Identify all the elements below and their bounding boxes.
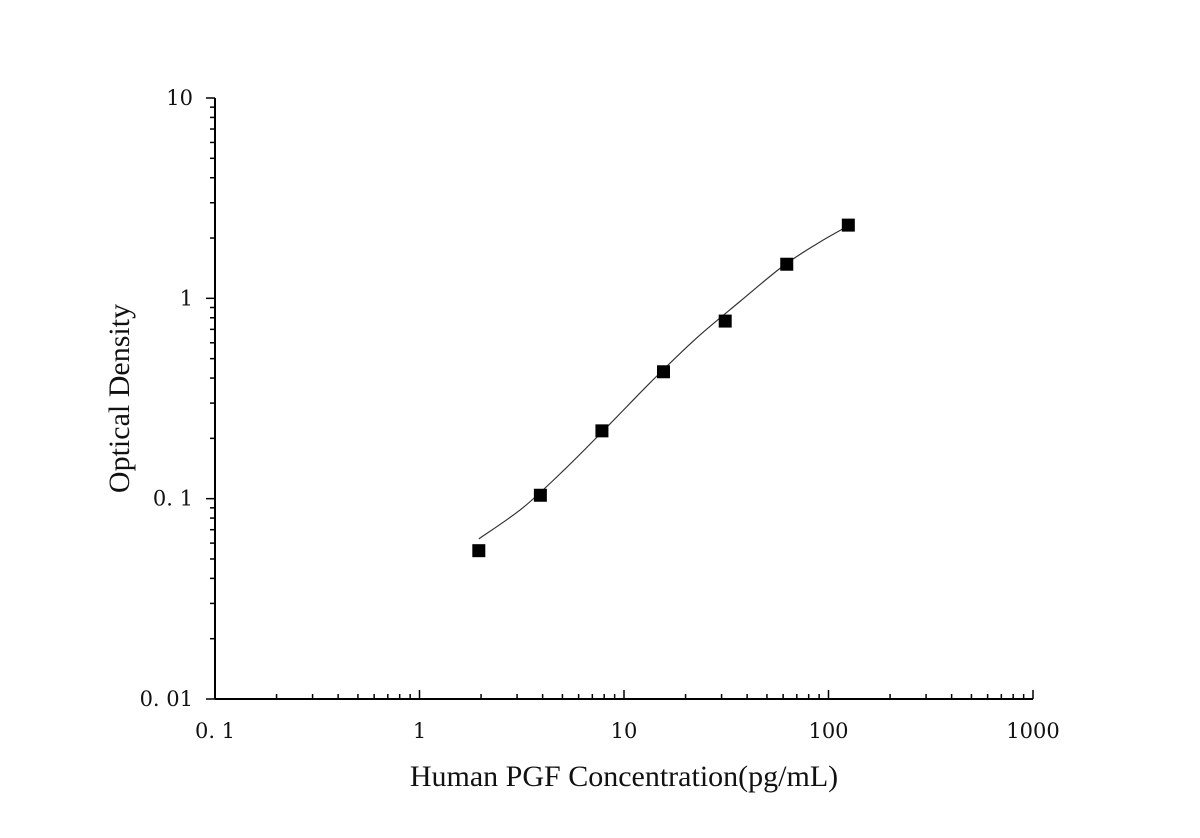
x-tick-label: 1 [413,719,426,743]
data-point [780,257,794,271]
x-tick-label: 0. 1 [195,719,235,743]
y-tick-label: 1 [180,286,193,310]
x-tick-label: 100 [808,719,848,743]
y-tick-label: 10 [166,86,193,110]
y-tick-label: 0. 01 [140,687,193,711]
x-tick-label: 10 [611,719,638,743]
x-axis-title: Human PGF Concentration(pg/mL) [410,760,838,793]
data-point [718,314,732,328]
y-tick-label: 0. 1 [153,487,193,511]
data-point [841,218,855,232]
data-point [472,544,486,558]
data-point [656,365,670,379]
x-tick-label: 1000 [1006,719,1059,743]
data-point [533,488,547,502]
y-axis-title: Optical Density [103,304,136,493]
data-point [595,424,609,438]
data-points-layer [472,218,855,558]
